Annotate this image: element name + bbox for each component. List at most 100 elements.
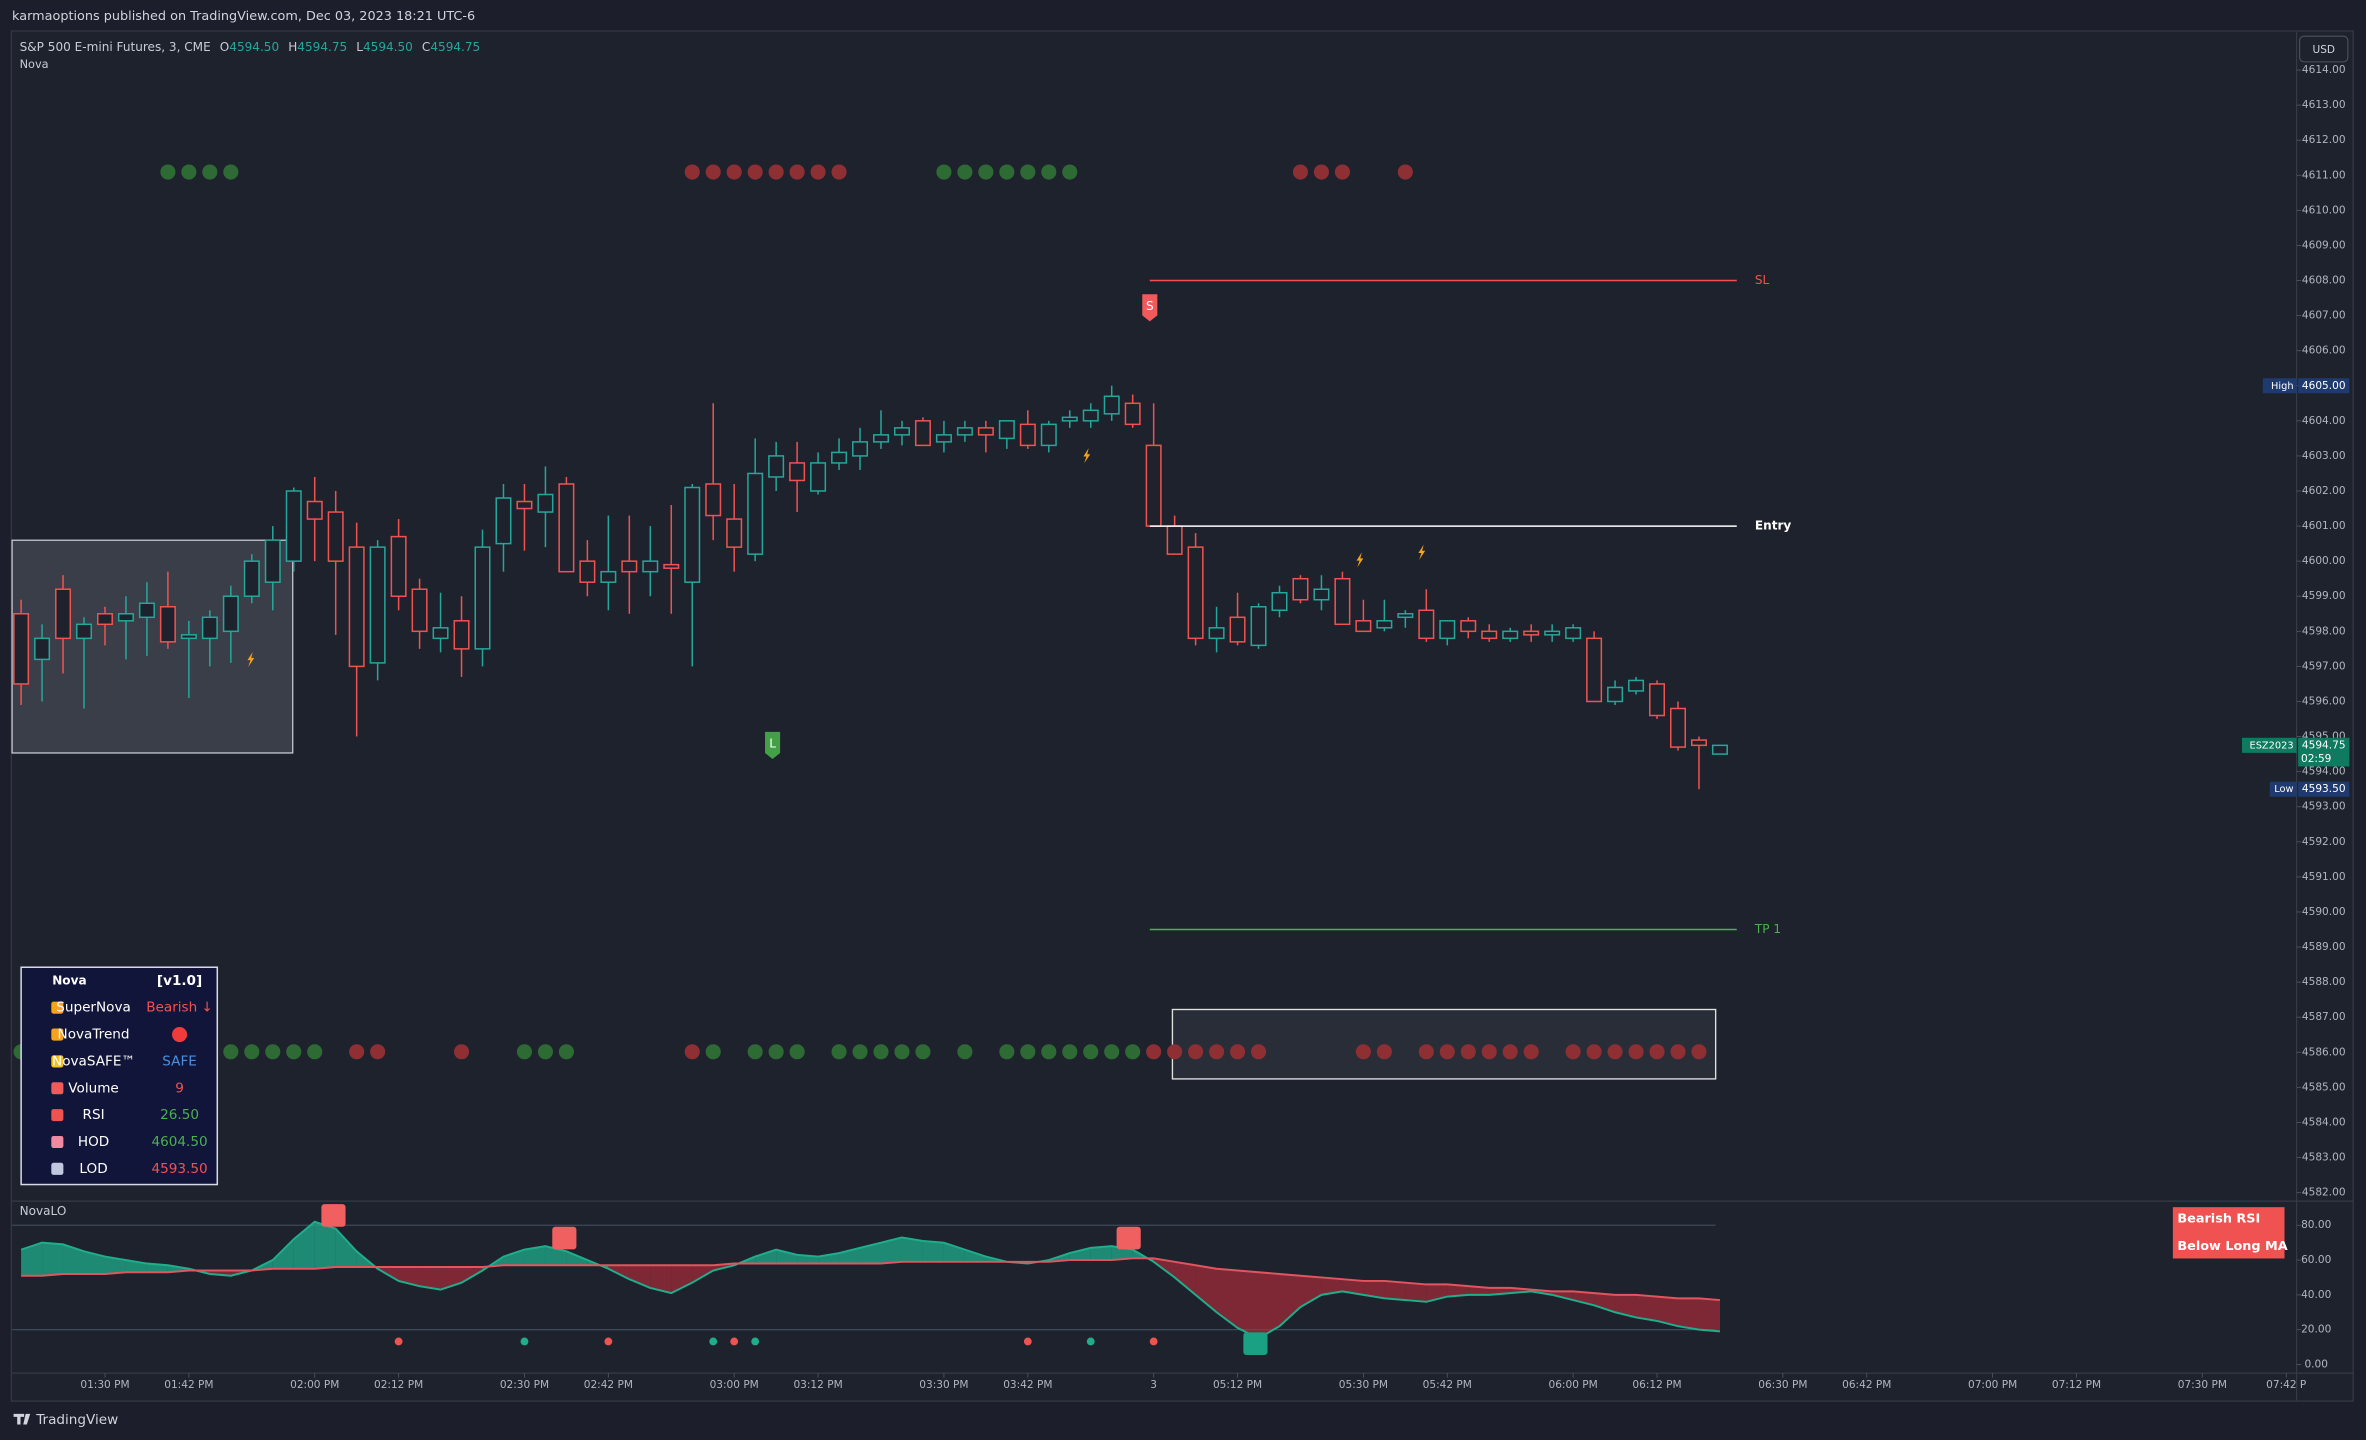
candle-body — [1607, 686, 1624, 703]
ohlc-value: 4594.50 — [363, 39, 413, 53]
candle-body — [977, 427, 994, 436]
candle-body — [1418, 609, 1435, 640]
x-tick-label: 06:42 PM — [1842, 1379, 1891, 1391]
trade-level-label: SL — [1755, 273, 1770, 287]
candle-body — [1082, 409, 1099, 422]
panel-value: [v1.0] — [157, 973, 202, 989]
oscillator-fill — [21, 1242, 43, 1276]
candle-body — [1690, 739, 1707, 747]
candle-body — [1313, 588, 1330, 601]
y-tick-label: 4601.00 — [2302, 520, 2346, 532]
y-tick-label: 4591.00 — [2302, 871, 2346, 883]
price-tag-name-box — [2269, 781, 2297, 797]
oscillator-fill — [1321, 1277, 1343, 1295]
signal-dot — [1020, 164, 1036, 180]
y-tick-label: 4585.00 — [2302, 1081, 2346, 1093]
panel-label: LOD — [79, 1161, 107, 1177]
panel-icon — [51, 1162, 64, 1175]
x-tick-label: 06:00 PM — [1549, 1379, 1598, 1391]
y-tick-label: 4614.00 — [2302, 64, 2346, 76]
candle-body — [1628, 679, 1645, 692]
oscillator-fill — [1216, 1268, 1238, 1328]
signal-dot — [1104, 1044, 1120, 1060]
candle-body — [1292, 577, 1309, 601]
panel-label: SuperNova — [56, 1000, 131, 1016]
panel-icon — [51, 1109, 64, 1122]
y-tick-label: 4603.00 — [2302, 450, 2346, 462]
oscillator-fill — [419, 1267, 441, 1290]
x-tick-label: 02:42 PM — [584, 1379, 633, 1391]
candle-body — [956, 427, 973, 436]
candle-body — [1397, 613, 1414, 619]
oscillator-fill — [1384, 1280, 1406, 1301]
y-tick-label: 0.00 — [2304, 1358, 2328, 1370]
candle-body — [810, 462, 827, 492]
panel-value: 26.50 — [160, 1107, 199, 1123]
oscillator-fill — [1615, 1294, 1637, 1318]
oscillator-fill — [1594, 1293, 1616, 1313]
chart-frame — [10, 30, 2354, 1402]
y-tick-label: 4596.00 — [2302, 695, 2346, 707]
panel-icon — [51, 1055, 64, 1068]
ohlc-key: O — [220, 39, 229, 53]
y-tick-label: 4587.00 — [2302, 1011, 2346, 1023]
cross-dot — [394, 1337, 403, 1346]
oscillator-fill — [755, 1249, 777, 1264]
oscillator-fill — [566, 1251, 588, 1266]
signal-dot — [705, 164, 721, 180]
candle-body — [180, 634, 197, 640]
signal-dot — [181, 164, 197, 180]
price-tag-name-box — [2241, 737, 2297, 753]
x-tick-label: 01:30 PM — [80, 1379, 129, 1391]
oscillator-fill — [63, 1244, 85, 1274]
signal-label: L — [769, 736, 776, 750]
oscillator-fill — [1636, 1294, 1658, 1321]
y-tick-label: 4589.00 — [2302, 941, 2346, 953]
zone-box — [1171, 1008, 1717, 1080]
candle-body — [831, 451, 848, 464]
bolt-icon — [1356, 552, 1364, 568]
panel-label: NovaSAFE™ — [52, 1053, 135, 1069]
panel-icon — [51, 1135, 64, 1149]
oscillator-fill — [943, 1242, 965, 1262]
candle-body — [663, 563, 680, 569]
currency-box — [2299, 35, 2349, 63]
candle-body — [1145, 444, 1162, 527]
signal-flag — [765, 731, 781, 760]
trend-dot — [172, 1026, 188, 1043]
candle-body — [1103, 395, 1120, 415]
cross-dot — [1086, 1337, 1095, 1346]
oscillator-fill — [1258, 1272, 1280, 1339]
signal-dot — [1628, 1044, 1644, 1060]
oscillator-fill — [922, 1240, 944, 1262]
candle-body — [1250, 606, 1267, 647]
y-tick-label: 4607.00 — [2302, 310, 2346, 322]
panel-value: Bearish ↓ — [146, 1000, 213, 1016]
candle-body — [1208, 627, 1225, 640]
candle-body — [13, 613, 30, 685]
signal-dot — [453, 1044, 470, 1060]
signal-dot — [160, 164, 176, 180]
y-tick-label: 4600.00 — [2302, 555, 2346, 567]
panel-value: 9 — [175, 1080, 184, 1096]
price-tag-name: Low — [2274, 784, 2293, 795]
cross-dot — [1149, 1337, 1158, 1346]
candle-body — [1061, 416, 1078, 422]
x-tick-label: 02:12 PM — [374, 1379, 423, 1391]
candle-body — [55, 588, 72, 640]
candle-body — [222, 595, 239, 633]
signal-dot — [831, 1044, 847, 1060]
price-tag-value: 4605.00 — [2302, 380, 2346, 392]
y-tick-label: 4599.00 — [2302, 590, 2346, 602]
x-tick-label: 07:42 P — [2266, 1379, 2306, 1391]
candle-body — [306, 500, 323, 520]
ohlc-key: L — [356, 39, 363, 53]
signal-dot — [1188, 1044, 1204, 1060]
candle-body — [747, 472, 764, 555]
candle-body — [600, 570, 617, 583]
signal-dot — [999, 1044, 1015, 1060]
candle-body — [893, 427, 910, 436]
y-tick-label: 4608.00 — [2302, 275, 2346, 287]
y-tick-label: 4592.00 — [2302, 836, 2346, 848]
candle-body — [1565, 627, 1582, 640]
